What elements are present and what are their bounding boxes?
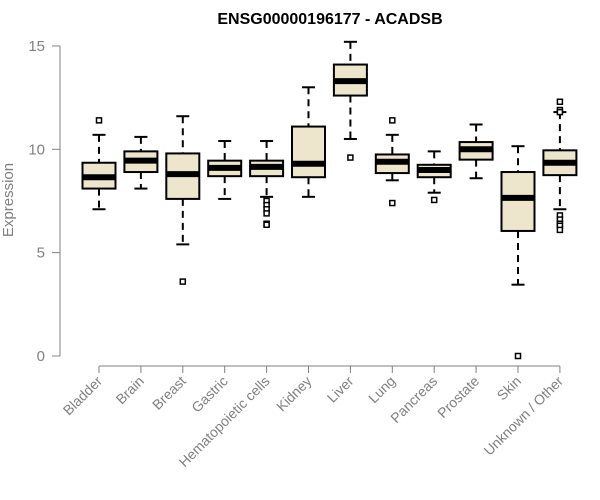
box-iqr	[500, 171, 536, 232]
y-tick-label: 0	[37, 348, 45, 365]
outlier-point	[347, 154, 354, 161]
outlier-point	[389, 117, 396, 124]
outlier-point	[556, 98, 564, 106]
x-tick-label: Kidney	[273, 373, 315, 415]
outlier-point	[263, 210, 270, 217]
outlier-point	[179, 278, 187, 285]
box-group	[249, 140, 285, 228]
x-tick-label: Prostate	[434, 373, 482, 421]
chart-title: ENSG00000196177 - ACADSB	[217, 11, 442, 28]
box-iqr	[291, 125, 326, 179]
box-group	[374, 117, 410, 207]
box-group	[291, 86, 326, 198]
outlier-point	[514, 352, 522, 360]
outlier-point	[556, 226, 564, 234]
box-group	[416, 150, 452, 204]
outlier-point	[263, 221, 270, 228]
y-axis-label: Expression	[0, 163, 17, 237]
y-tick-label: 5	[37, 245, 45, 262]
box-group	[332, 40, 368, 161]
x-tick-label: Unknown / Other	[480, 373, 566, 459]
box-group	[81, 117, 117, 211]
outlier-point	[389, 199, 396, 207]
outlier-point	[556, 108, 564, 116]
y-tick-label: 10	[28, 141, 45, 158]
x-tick-label: Pancreas	[387, 373, 440, 426]
x-tick-label: Lung	[365, 373, 398, 406]
x-tick-label: Brain	[113, 373, 147, 407]
x-tick-label: Breast	[149, 373, 189, 413]
boxes	[81, 40, 578, 360]
x-tick-label: Bladder	[60, 373, 106, 419]
outlier-point	[430, 196, 438, 204]
x-tick-label: Skin	[494, 373, 525, 404]
outlier-point	[95, 117, 103, 124]
x-tick-label: Liver	[324, 373, 357, 406]
box-group	[500, 145, 536, 360]
box-group	[207, 140, 243, 200]
axes: 0 5 10 15	[28, 38, 561, 373]
box-group	[542, 98, 578, 234]
box-group	[458, 123, 494, 180]
y-tick-label: 15	[28, 38, 45, 55]
box-group	[123, 135, 159, 190]
box-group	[165, 115, 201, 285]
